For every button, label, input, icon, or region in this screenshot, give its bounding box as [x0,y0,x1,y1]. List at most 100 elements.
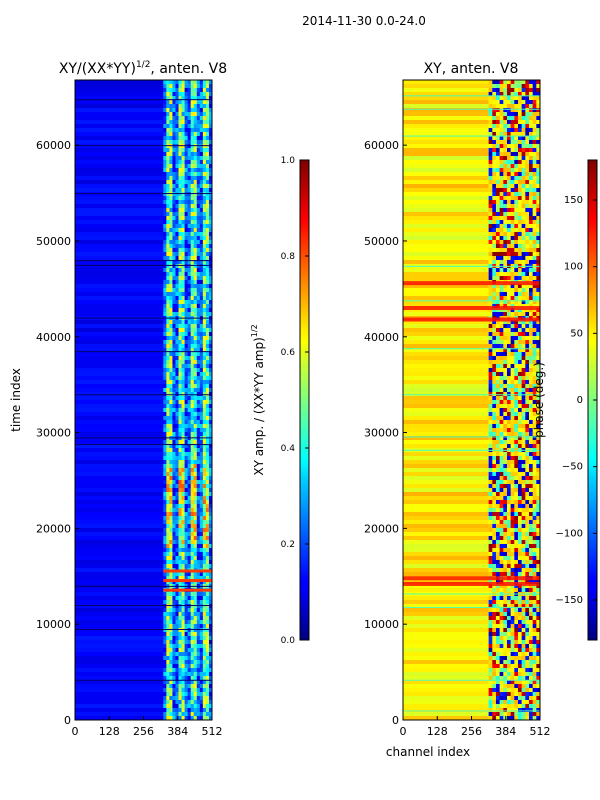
amplitude-cell [181,524,186,528]
phase-cell [521,372,526,376]
amplitude-cell [205,596,210,600]
amplitude-bg-row [75,556,164,560]
phase-cell [506,244,512,248]
phase-cell [503,184,508,188]
amplitude-cell [184,696,189,700]
phase-cell [488,484,493,488]
phase-cell [495,560,501,564]
phase-cell [528,432,534,436]
amplitude-cell [202,652,207,656]
amplitude-cb-tick-label-1: 0.2 [281,540,295,550]
amplitude-cell [175,256,180,260]
amplitude-cell [166,408,170,412]
phase-cell [499,244,504,248]
amplitude-cell [166,504,170,508]
amplitude-bg-row [75,164,164,168]
phase-cell [532,344,537,348]
phase-cell [525,412,530,416]
phase-cell [506,372,512,376]
amplitude-cell [199,280,204,284]
amplitude-cell [208,448,212,452]
amplitude-cell [205,416,210,420]
phase-cell [525,200,530,204]
amplitude-cell [166,464,170,468]
amplitude-cell [208,332,212,336]
amplitude-cell [184,704,189,708]
amplitude-cell [205,544,210,548]
amplitude-bg-row [75,352,164,356]
amplitude-cell [196,704,201,708]
phase-cell [536,248,540,252]
amplitude-cell [169,84,173,88]
amplitude-colorbar-ticks: 0.00.20.40.60.81.0 [281,156,309,646]
amplitude-cell [205,268,210,272]
phase-cell [521,172,526,176]
phase-cell [536,556,540,560]
amplitude-cell [163,408,167,412]
amplitude-cell [166,692,170,696]
phase-cell [503,328,508,332]
phase-cell [517,596,523,600]
phase-cell [503,156,508,160]
phase-cell [536,168,540,172]
amplitude-cell [190,80,195,84]
amplitude-cell [184,628,189,632]
phase-cell [499,284,504,288]
phase-cell [510,152,515,156]
phase-cell [499,96,504,100]
amplitude-cell [172,620,176,624]
amplitude-cell [199,488,204,492]
phase-bg-row [403,292,489,296]
amplitude-cell [184,336,189,340]
amplitude-bg-row [75,88,164,92]
amplitude-cell [187,572,192,576]
phase-cell [532,156,537,160]
phase-cell [488,260,493,264]
amplitude-cell [190,612,195,616]
phase-cell [532,664,537,668]
amplitude-cell [199,180,204,184]
phase-cell [506,312,512,316]
phase-cell [506,520,512,524]
amplitude-cell [184,496,189,500]
amplitude-cell [205,704,210,708]
amplitude-cell [163,456,167,460]
phase-cell [506,364,512,368]
phase-cell [488,152,493,156]
phase-cell [532,520,537,524]
phase-cell [525,596,530,600]
phase-cell [495,668,501,672]
amplitude-cell [169,644,173,648]
phase-cell [514,456,519,460]
phase-cell [528,440,534,444]
phase-cell [510,252,515,256]
phase-cell [536,460,540,464]
phase-cell [510,276,515,280]
phase-cell [488,184,493,188]
amplitude-cell [166,500,170,504]
phase-cell [503,292,508,296]
amplitude-cell [193,652,198,656]
phase-cell [517,456,523,460]
amplitude-cell [199,396,204,400]
phase-cell [492,500,497,504]
amplitude-cell [184,104,189,108]
amplitude-cell [193,692,198,696]
amplitude-cell [175,260,180,264]
amplitude-cell [190,512,195,516]
phase-cell [517,320,523,324]
amplitude-cell [193,312,198,316]
phase-cell [506,224,512,228]
phase-cell [521,512,526,516]
phase-cell [506,196,512,200]
phase-cell [488,432,493,436]
amplitude-cell [193,596,198,600]
amplitude-cell [193,552,198,556]
amplitude-cell [190,628,195,632]
phase-bg-row [403,392,489,396]
amplitude-cell [166,276,170,280]
amplitude-cell [178,388,183,392]
phase-cell [532,132,537,136]
amplitude-cell [199,708,204,712]
amplitude-cell [163,404,167,408]
